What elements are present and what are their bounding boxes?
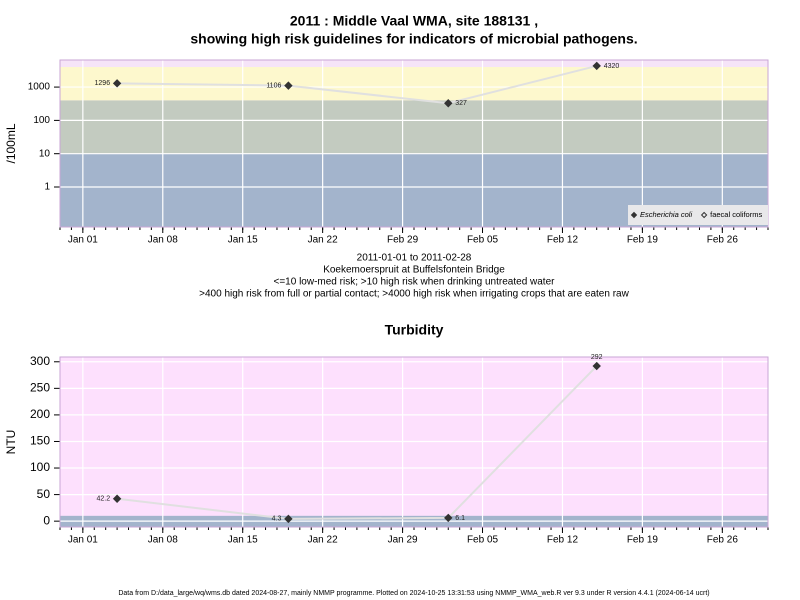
y-tick-label: 100: [33, 115, 50, 126]
data-point: [284, 514, 293, 524]
x-tick-label: Jan 22: [308, 235, 338, 246]
series-line: [117, 64, 597, 105]
y-tick-label: 1: [44, 182, 50, 193]
x-tick-label: Feb 26: [707, 535, 739, 546]
chart-title: Turbidity: [385, 322, 444, 338]
plot-frame: [59, 356, 769, 528]
x-tick-label: Feb 29: [387, 235, 419, 246]
x-tick-label: Jan 15: [228, 235, 258, 246]
x-tick-label: Jan 01: [68, 235, 98, 246]
x-tick-label: Feb 12: [547, 235, 579, 246]
legend-label: Escherichia coli: [640, 210, 692, 219]
x-tick-label: Feb 19: [627, 535, 659, 546]
data-label: 1296: [95, 80, 111, 87]
data-label: 292: [591, 354, 603, 361]
data-point: [112, 79, 122, 88]
data-label: 42.2: [96, 496, 110, 503]
legend-marker: [630, 211, 638, 219]
data-label: 4.3: [272, 516, 282, 523]
x-tick-label: Jan 22: [308, 535, 338, 546]
y-tick-label: 150: [30, 434, 50, 448]
data-label: 4320: [604, 63, 620, 70]
y-axis-label: NTU: [4, 430, 18, 455]
y-tick-label: 50: [37, 487, 51, 501]
y-axis-label: /100mL: [4, 123, 18, 163]
x-tick-label: Jan 15: [228, 535, 258, 546]
data-label: 327: [455, 100, 467, 107]
legend-marker: [700, 211, 708, 219]
x-tick-label: Feb 05: [467, 535, 499, 546]
legend: Escherichia coli faecal coliforms: [628, 205, 768, 225]
note: 2011-01-01 to 2011-02-28: [357, 253, 472, 264]
data-point: [444, 99, 453, 108]
y-tick-label: 100: [30, 460, 50, 474]
y-tick-label: 10: [39, 148, 51, 159]
x-tick-label: Jan 08: [148, 235, 178, 246]
legend-box: [628, 205, 768, 225]
series-line: [116, 365, 598, 520]
note: Koekemoerspruit at Buffelsfontein Bridge: [323, 265, 505, 276]
data-point: [444, 513, 453, 523]
x-tick-label: Feb 05: [467, 235, 499, 246]
data-label: 1106: [266, 82, 281, 89]
legend-label: faecal coliforms: [710, 210, 762, 219]
y-tick-label: 250: [30, 381, 50, 395]
plot-frame: [59, 59, 769, 228]
data-point: [592, 61, 601, 71]
y-tick-label: 300: [30, 354, 50, 368]
data-point: [284, 81, 293, 90]
y-tick-label: 1000: [28, 82, 51, 93]
footer: Data from D:/data_large/wq/wms.db dated …: [118, 590, 709, 597]
x-tick-label: Feb 19: [627, 235, 659, 246]
x-tick-label: Jan 08: [148, 535, 178, 546]
y-tick-label: 200: [30, 407, 50, 421]
x-tick-label: Feb 26: [707, 235, 739, 246]
data-label: 6.1: [455, 515, 465, 522]
x-tick-label: Jan 01: [68, 535, 98, 546]
data-point: [592, 361, 601, 371]
data-point: [112, 494, 122, 503]
chart-title: 2011 : Middle Vaal WMA, site 188131 ,: [290, 13, 538, 29]
note: <=10 low-med risk; >10 high risk when dr…: [274, 277, 556, 288]
x-tick-label: Feb 12: [547, 535, 579, 546]
note: >400 high risk from full or partial cont…: [199, 289, 629, 300]
risk-band: [60, 100, 768, 154]
y-tick-label: 0: [43, 513, 50, 527]
chart-title: showing high risk guidelines for indicat…: [190, 31, 637, 47]
x-tick-label: Jan 29: [388, 535, 418, 546]
